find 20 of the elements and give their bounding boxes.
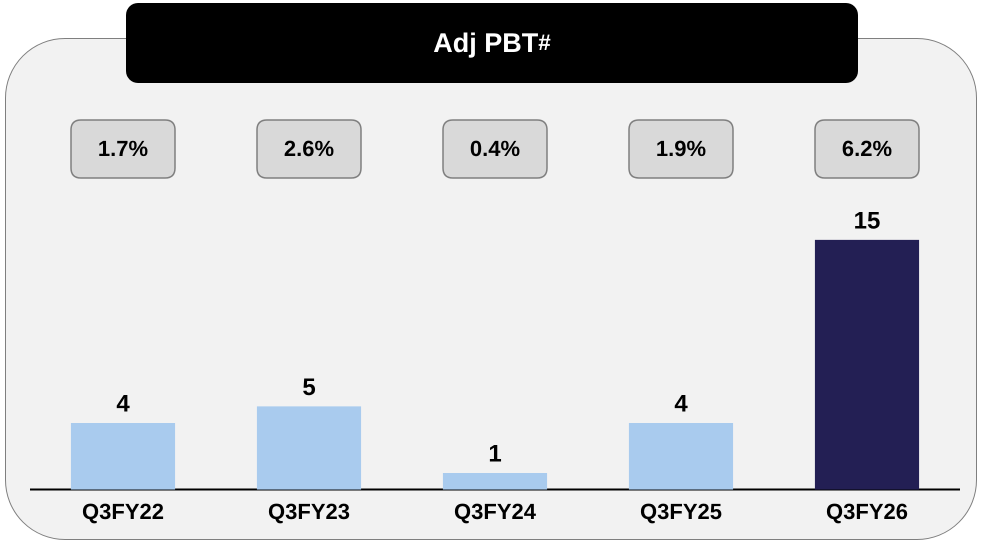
text: 1.7% [98, 136, 148, 162]
x-tick-label: Q3FY22 [82, 498, 164, 524]
text: 0.4% [470, 136, 520, 162]
text: 1.9% [656, 136, 706, 162]
bar [628, 423, 734, 490]
x-tick-label: Q3FY26 [826, 498, 908, 524]
bar [70, 423, 176, 490]
x-tick-label: Q3FY23 [268, 498, 350, 524]
text: 6.2% [842, 136, 892, 162]
data-label: 4 [674, 390, 688, 418]
bar [442, 472, 548, 490]
x-tick-label: Q3FY24 [454, 498, 537, 524]
bar [814, 240, 920, 490]
bar [256, 406, 362, 490]
data-label: 4 [116, 390, 130, 418]
text: 2.6% [284, 136, 334, 162]
x-tick-label: Q3FY25 [640, 498, 722, 524]
data-label: 1 [488, 440, 502, 468]
data-label: 15 [854, 208, 880, 235]
data-label: 5 [302, 374, 316, 402]
